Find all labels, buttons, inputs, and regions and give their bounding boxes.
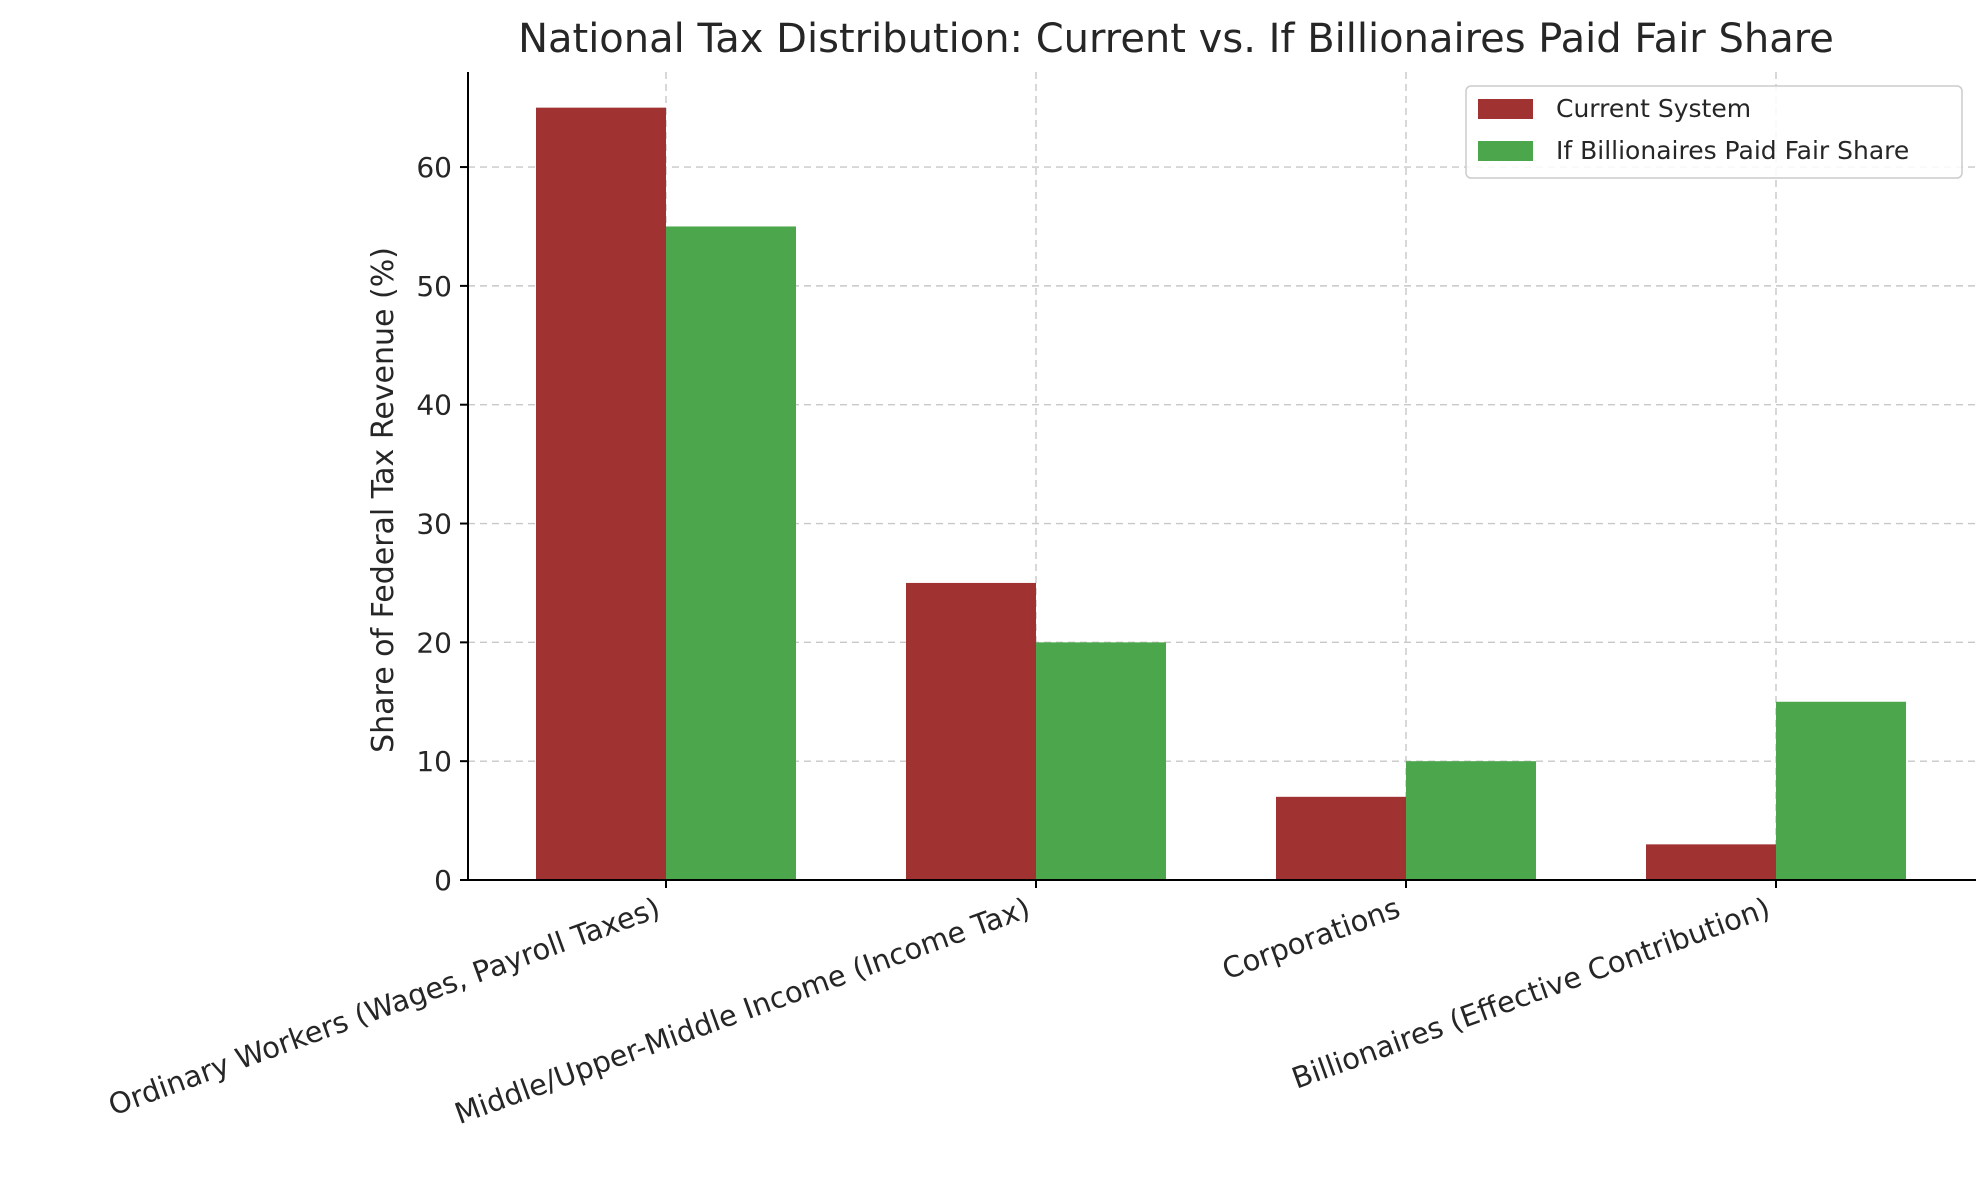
bars	[536, 107, 1906, 881]
x-tick-label-corporations: Corporations	[1218, 891, 1405, 987]
bar-current-system-middle-upper-middle-income-income-tax	[906, 582, 1036, 880]
bar-current-system-corporations	[1276, 796, 1406, 880]
y-tick-label-30: 30	[416, 508, 452, 541]
legend-box	[1465, 85, 1963, 179]
legend-label-current-system: Current System	[1556, 94, 1751, 123]
legend-label-if-billionaires-paid-fair-share: If Billionaires Paid Fair Share	[1556, 136, 1909, 165]
bar-current-system-ordinary-workers-wages-payroll-taxes	[536, 107, 666, 881]
y-tick-label-0: 0	[434, 864, 452, 897]
legend-swatch-if-billionaires-paid-fair-share	[1478, 141, 1533, 161]
x-tick-label-middle-upper-middle-income-income-tax: Middle/Upper-Middle Income (Income Tax)	[450, 891, 1034, 1131]
y-tick-label-20: 20	[416, 626, 452, 659]
y-tick-label-50: 50	[416, 270, 452, 303]
bar-if-billionaires-paid-fair-share-billionaires-effective-contribution	[1776, 701, 1906, 880]
bar-current-system-billionaires-effective-contribution	[1646, 844, 1776, 880]
legend-swatch-current-system	[1478, 99, 1533, 119]
y-tick-label-40: 40	[416, 389, 452, 422]
y-tick-label-60: 60	[416, 151, 452, 184]
bar-if-billionaires-paid-fair-share-middle-upper-middle-income-income-tax	[1036, 642, 1166, 880]
legend: Current System If Billionaires Paid Fair …	[1465, 85, 1963, 179]
y-tick-label-10: 10	[416, 745, 452, 778]
axes	[460, 72, 1976, 888]
bar-if-billionaires-paid-fair-share-ordinary-workers-wages-payroll-taxes	[666, 226, 796, 880]
y-axis-label: Share of Federal Tax Revenue (%)	[366, 247, 401, 753]
bar-if-billionaires-paid-fair-share-corporations	[1406, 761, 1536, 880]
chart-title: National Tax Distribution: Current vs. I…	[518, 16, 1834, 62]
